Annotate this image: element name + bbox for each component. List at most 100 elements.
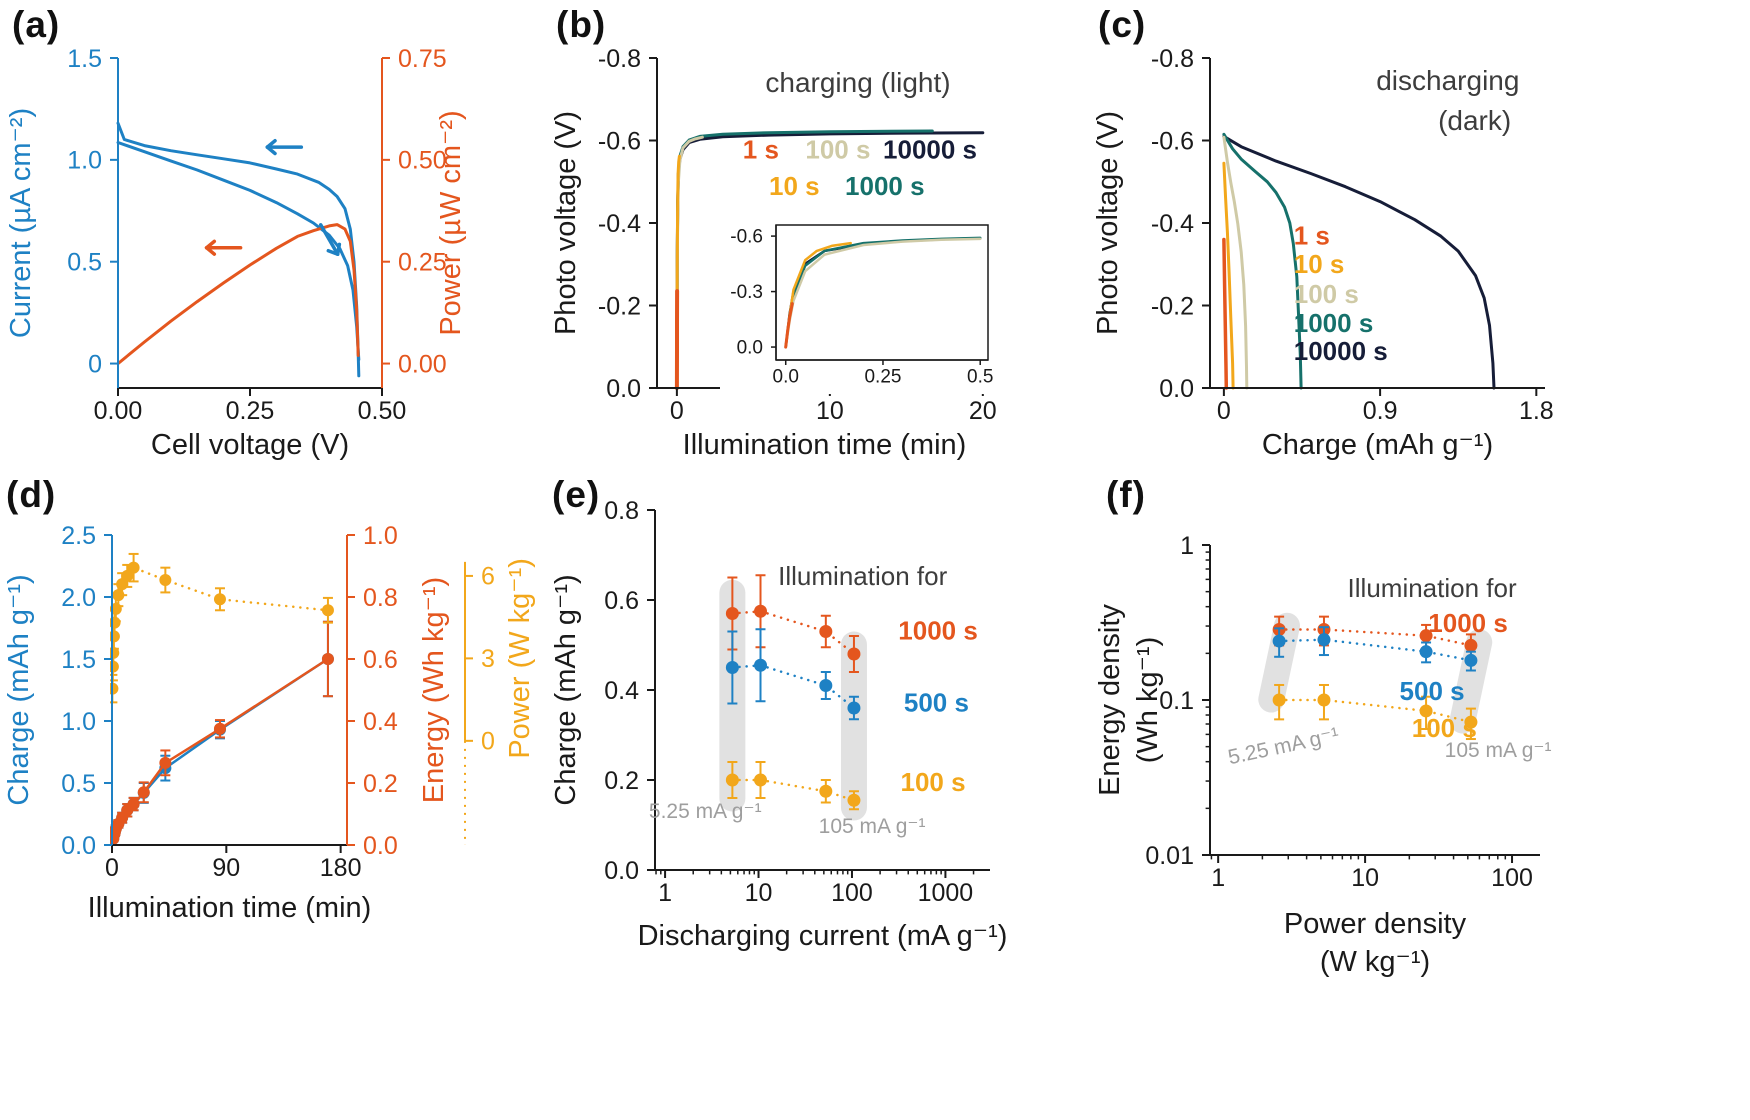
svg-text:100: 100 [831,879,873,907]
svg-text:Cell voltage (V): Cell voltage (V) [151,429,349,461]
svg-text:Discharging current (mA g⁻¹): Discharging current (mA g⁻¹) [638,920,1008,952]
svg-text:105 mA g⁻¹: 105 mA g⁻¹ [1445,739,1552,762]
svg-text:0.75: 0.75 [398,45,447,73]
chart-e-canvas: 1 10 100 1000 Discharging current (mA g⁻¹) 0.… [545,490,1065,1010]
svg-text:100 s: 100 s [1294,279,1359,309]
svg-text:0: 0 [88,350,102,378]
svg-text:0.4: 0.4 [363,708,398,736]
svg-text:0.0: 0.0 [1159,375,1194,403]
svg-text:(Wh kg⁻¹): (Wh kg⁻¹) [1132,637,1164,763]
svg-text:90: 90 [212,854,240,882]
svg-text:1.0: 1.0 [61,708,96,736]
svg-text:-0.6: -0.6 [598,127,641,155]
svg-text:Charge (mAh g⁻¹): Charge (mAh g⁻¹) [3,574,35,805]
svg-text:-0.4: -0.4 [1151,210,1194,238]
svg-text:0.25: 0.25 [864,366,901,387]
chart-c-canvas: 0 0.9 1.8 Charge (mAh g⁻¹) 0.0 -0.2 -0.4 -0.6 -0… [1085,0,1605,480]
svg-text:-0.8: -0.8 [598,45,641,73]
svg-text:0: 0 [481,728,495,756]
svg-text:0.0: 0.0 [604,857,639,885]
svg-text:0.5: 0.5 [967,366,993,387]
panel-f-ragone-chart: 1 10 100 Power density (W kg⁻¹) 0.01 0.1 1 Energ… [1085,490,1645,1030]
svg-text:2.0: 2.0 [61,584,96,612]
panel-a-label: (a) [12,4,61,45]
panel-b-charging-chart: 0 10 20 Illumination time (min) 0.0 -0.2 -0.4 -… [545,0,1020,480]
svg-text:1: 1 [658,879,672,907]
svg-text:Energy density: Energy density [1094,604,1126,796]
svg-text:100 s: 100 s [1412,713,1477,743]
svg-text:0.0: 0.0 [606,375,641,403]
svg-text:1 s: 1 s [1294,220,1330,250]
svg-text:10: 10 [745,879,773,907]
svg-text:10: 10 [1351,864,1379,892]
svg-text:0: 0 [670,397,684,425]
panel-e-label: (e) [552,474,601,515]
panel-c-discharging-chart: 0 0.9 1.8 Charge (mAh g⁻¹) 0.0 -0.2 -0.4 -0.6 -0… [1085,0,1605,480]
svg-text:Current (µA cm⁻²): Current (µA cm⁻²) [5,108,37,338]
chart-b-canvas: 0 10 20 Illumination time (min) 0.0 -0.2 -0.4 -… [545,0,1020,480]
svg-text:0.6: 0.6 [604,587,639,615]
svg-text:-0.6: -0.6 [1151,127,1194,155]
svg-text:Photo voltage (V): Photo voltage (V) [550,111,582,335]
svg-text:Illumination for: Illumination for [1348,573,1517,603]
panel-d-label: (d) [6,474,57,515]
svg-text:0.2: 0.2 [604,767,639,795]
svg-text:0.8: 0.8 [363,584,398,612]
svg-text:6: 6 [481,563,495,591]
svg-text:0.50: 0.50 [398,147,447,175]
svg-text:10: 10 [816,397,844,425]
svg-text:10000 s: 10000 s [883,135,977,165]
svg-text:1: 1 [1180,532,1194,560]
svg-text:0.00: 0.00 [398,350,447,378]
svg-text:-0.8: -0.8 [1151,45,1194,73]
svg-text:Power density: Power density [1284,908,1467,940]
svg-text:0: 0 [1217,397,1231,425]
svg-text:1000 s: 1000 s [1294,308,1374,338]
svg-text:Photo voltage (V): Photo voltage (V) [1092,111,1124,335]
panel-f-label: (f) [1106,474,1146,515]
svg-text:0.9: 0.9 [1363,397,1398,425]
svg-text:Power (W kg⁻¹): Power (W kg⁻¹) [504,558,536,759]
svg-text:0.00: 0.00 [94,397,143,425]
svg-text:1.5: 1.5 [61,646,96,674]
svg-text:1000: 1000 [918,879,974,907]
svg-text:0.8: 0.8 [604,497,639,525]
svg-text:0.5: 0.5 [61,770,96,798]
svg-text:2.5: 2.5 [61,522,96,550]
svg-text:1.0: 1.0 [67,147,102,175]
panel-a-iv-power-chart: 0.00 0.25 0.50 Cell voltage (V) 0 0.5 1.0 1.5 Cu… [0,0,470,480]
svg-text:0.50: 0.50 [358,397,407,425]
svg-text:-0.4: -0.4 [598,210,641,238]
svg-text:1.0: 1.0 [363,522,398,550]
svg-text:0.0: 0.0 [61,832,96,860]
svg-text:Illumination for: Illumination for [778,561,947,591]
svg-text:Illumination time (min): Illumination time (min) [683,429,967,461]
svg-text:180: 180 [320,854,362,882]
svg-text:0.25: 0.25 [226,397,275,425]
svg-text:100 s: 100 s [805,135,870,165]
panel-b-label: (b) [556,4,607,45]
svg-text:0.25: 0.25 [398,248,447,276]
svg-text:3: 3 [481,645,495,673]
svg-text:1: 1 [1211,864,1225,892]
svg-text:discharging: discharging [1376,65,1519,96]
svg-text:0.4: 0.4 [604,677,639,705]
svg-text:1000 s: 1000 s [845,171,925,201]
svg-text:100: 100 [1491,864,1533,892]
svg-text:20: 20 [969,397,997,425]
svg-text:0.1: 0.1 [1159,687,1194,715]
svg-text:5.25 mA g⁻¹: 5.25 mA g⁻¹ [649,800,762,823]
chart-a-canvas: 0.00 0.25 0.50 Cell voltage (V) 0 0.5 1.0 1.5 Cu… [0,0,470,480]
chart-b-inset-canvas: 0.0 0.25 0.5 0.0 -0.3 -0.6 [720,219,994,394]
svg-text:1.5: 1.5 [67,45,102,73]
svg-text:1.8: 1.8 [1519,397,1554,425]
svg-text:0.0: 0.0 [737,338,763,359]
svg-text:500 s: 500 s [904,688,969,718]
svg-text:5.25 mA g⁻¹: 5.25 mA g⁻¹ [1226,723,1341,769]
svg-text:Charge (mAh g⁻¹): Charge (mAh g⁻¹) [550,574,582,805]
svg-text:0: 0 [105,854,119,882]
svg-text:-0.6: -0.6 [730,227,763,248]
chart-d-canvas: 0 90 180 Illumination time (min) 0.0 0.5 1.0 1.… [0,490,545,1035]
svg-text:1000 s: 1000 s [1428,608,1508,638]
